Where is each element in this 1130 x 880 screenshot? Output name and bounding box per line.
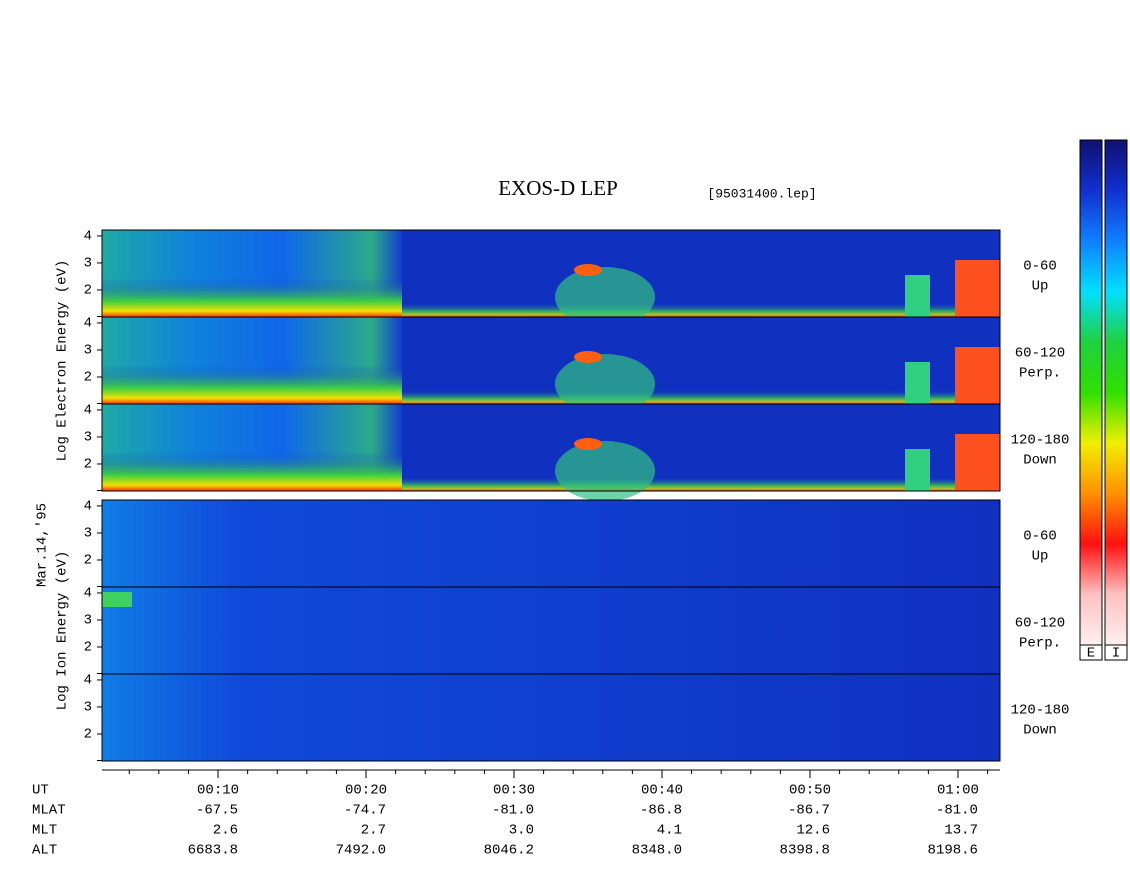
ephemeris-value: -86.8 bbox=[640, 803, 682, 819]
ephemeris-value: 13.7 bbox=[944, 823, 978, 839]
panel-label: 120-180 bbox=[1011, 703, 1070, 719]
colorbar-label: I bbox=[1112, 646, 1120, 662]
ephemeris-value: -81.0 bbox=[492, 803, 534, 819]
spectrogram-feature bbox=[102, 364, 402, 404]
date-label: Mar.14,'95 bbox=[35, 503, 51, 587]
y-tick-label: 3 bbox=[84, 343, 92, 359]
y-tick-label: 2 bbox=[84, 727, 92, 743]
ephemeris-value: 8398.8 bbox=[780, 843, 830, 859]
spectrogram-feature bbox=[905, 275, 930, 317]
row-label: MLT bbox=[32, 823, 57, 839]
panel-frame bbox=[101, 403, 1001, 492]
y-tick-label: 3 bbox=[84, 430, 92, 446]
y-tick-label: 4 bbox=[84, 316, 92, 332]
spectrogram-feature bbox=[102, 500, 1000, 587]
spectrogram-feature bbox=[955, 434, 1000, 491]
spectrogram-feature bbox=[102, 277, 402, 317]
ephemeris-value: -81.0 bbox=[936, 803, 978, 819]
spectrogram-feature bbox=[555, 354, 655, 414]
y-tick-label: 3 bbox=[84, 526, 92, 542]
panel-label: Perp. bbox=[1019, 366, 1061, 382]
spectrogram-feature bbox=[555, 267, 655, 327]
y-tick-label: 4 bbox=[84, 586, 92, 602]
panel-label: Up bbox=[1032, 279, 1049, 295]
y-tick-label: 3 bbox=[84, 613, 92, 629]
y-tick-label: 3 bbox=[84, 700, 92, 716]
panel-label: 60-120 bbox=[1015, 346, 1065, 362]
colorbar-label: E bbox=[1087, 646, 1095, 662]
spectrogram-feature bbox=[574, 438, 602, 450]
panel-label: 60-120 bbox=[1015, 616, 1065, 632]
x-tick-label: 00:20 bbox=[345, 783, 387, 799]
ephemeris-value: 6683.8 bbox=[188, 843, 238, 859]
x-tick-label: 01:00 bbox=[937, 783, 979, 799]
ephemeris-value: -74.7 bbox=[344, 803, 386, 819]
ephemeris-value: 12.6 bbox=[796, 823, 830, 839]
y-tick-label: 4 bbox=[84, 403, 92, 419]
panel-frame bbox=[101, 673, 1001, 762]
colorbar-label-box bbox=[1104, 644, 1128, 661]
ephemeris-value: -86.7 bbox=[788, 803, 830, 819]
spectrogram-feature bbox=[574, 264, 602, 276]
spectrogram-feature bbox=[574, 351, 602, 363]
y-tick-label: 2 bbox=[84, 370, 92, 386]
spectrogram-feature bbox=[402, 390, 1000, 404]
subtitle: [95031400.lep] bbox=[707, 186, 816, 201]
spectrogram-feature bbox=[555, 441, 655, 501]
ephemeris-value: -67.5 bbox=[196, 803, 238, 819]
y-tick-label: 4 bbox=[84, 499, 92, 515]
panel-label: Perp. bbox=[1019, 636, 1061, 652]
panel-label: 0-60 bbox=[1023, 259, 1057, 275]
x-tick-label: 00:40 bbox=[641, 783, 683, 799]
y-tick-label: 4 bbox=[84, 229, 92, 245]
colorbar bbox=[1079, 139, 1103, 646]
spectrogram-feature bbox=[102, 674, 1000, 761]
y-tick-label: 2 bbox=[84, 553, 92, 569]
panel-label: Down bbox=[1023, 723, 1057, 739]
ephemeris-value: 3.0 bbox=[509, 823, 534, 839]
y-tick-label: 3 bbox=[84, 256, 92, 272]
spectrogram-feature bbox=[402, 477, 1000, 491]
spectrogram-feature bbox=[102, 592, 132, 607]
ephemeris-value: 2.6 bbox=[213, 823, 238, 839]
spectrogram-feature bbox=[905, 449, 930, 491]
panel-label: 0-60 bbox=[1023, 529, 1057, 545]
row-label: UT bbox=[32, 783, 49, 799]
y-tick-label: 2 bbox=[84, 457, 92, 473]
y-axis-label: Log Ion Energy (eV) bbox=[55, 551, 71, 711]
spectrogram-feature bbox=[402, 303, 1000, 317]
ephemeris-value: 2.7 bbox=[361, 823, 386, 839]
spectrogram-feature bbox=[905, 362, 930, 404]
ephemeris-value: 4.1 bbox=[657, 823, 682, 839]
panel-label: Up bbox=[1032, 549, 1049, 565]
y-axis-label: Log Electron Energy (eV) bbox=[55, 260, 71, 462]
spectrogram-feature bbox=[102, 451, 402, 491]
y-tick-label: 2 bbox=[84, 283, 92, 299]
x-tick-label: 00:50 bbox=[789, 783, 831, 799]
ephemeris-value: 7492.0 bbox=[336, 843, 386, 859]
colorbar bbox=[1104, 139, 1128, 646]
spectrogram-feature bbox=[955, 260, 1000, 317]
y-tick-label: 4 bbox=[84, 673, 92, 689]
panel-label: Down bbox=[1023, 453, 1057, 469]
panel-label: 120-180 bbox=[1011, 433, 1070, 449]
y-tick-label: 2 bbox=[84, 640, 92, 656]
colorbar-label-box bbox=[1079, 644, 1103, 661]
x-tick-label: 00:30 bbox=[493, 783, 535, 799]
spectrogram-feature bbox=[955, 347, 1000, 404]
title: EXOS-D LEP bbox=[498, 176, 618, 200]
ephemeris-value: 8348.0 bbox=[632, 843, 682, 859]
row-label: MLAT bbox=[32, 803, 66, 819]
row-label: ALT bbox=[32, 843, 57, 859]
x-tick-label: 00:10 bbox=[197, 783, 239, 799]
ephemeris-value: 8198.6 bbox=[928, 843, 978, 859]
ephemeris-value: 8046.2 bbox=[484, 843, 534, 859]
spectrogram-feature bbox=[102, 587, 1000, 674]
